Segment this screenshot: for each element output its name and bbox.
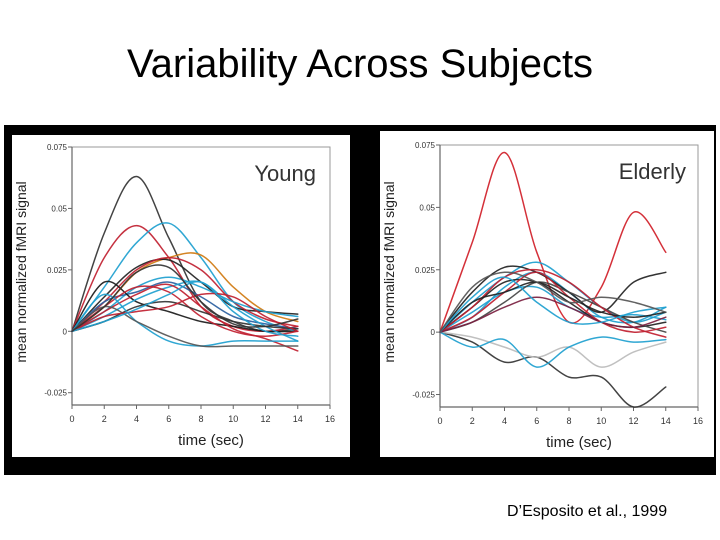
series-line-3 — [439, 331, 667, 368]
young-chart: 0 2 4 6 8 10 12 14 16 -0.025 0 0.025 0.05 0.075 Young t… — [13, 143, 335, 449]
x-tick-label: 16 — [325, 414, 335, 424]
series-line-13 — [439, 281, 667, 333]
series-line-3 — [71, 222, 299, 333]
series-line-4 — [439, 331, 667, 368]
y-axis-label: mean normalized fMRI signal — [381, 181, 397, 362]
x-tick-label: 10 — [228, 414, 238, 424]
chart-title: Elderly — [619, 159, 686, 184]
series-line-6 — [71, 256, 299, 333]
x-tick-label: 10 — [596, 416, 606, 426]
series-line-9 — [71, 280, 299, 333]
series-line-7 — [439, 285, 667, 333]
x-tick-label: 14 — [661, 416, 671, 426]
x-tick-label: 4 — [502, 416, 507, 426]
series-line-15 — [439, 276, 667, 333]
y-tick-label: -0.025 — [44, 389, 67, 398]
x-tick-label: 8 — [198, 414, 203, 424]
x-tick-label: 6 — [166, 414, 171, 424]
series-line-1 — [439, 151, 667, 333]
series-line-4 — [71, 252, 299, 333]
y-axis-label: mean normalized fMRI signal — [13, 181, 29, 362]
x-tick-label: 14 — [293, 414, 303, 424]
series-line-10 — [439, 281, 667, 333]
y-tick-label: 0.025 — [47, 266, 68, 275]
x-tick-label: 0 — [69, 414, 74, 424]
series-line-15 — [71, 305, 299, 348]
series-line-2 — [439, 331, 667, 408]
x-tick-label: 4 — [134, 414, 139, 424]
x-tick-label: 2 — [102, 414, 107, 424]
plot-frame — [439, 144, 699, 408]
series-line-16 — [71, 292, 299, 333]
x-tick-label: 2 — [470, 416, 475, 426]
elderly-panel: 0 2 4 6 8 10 12 14 16 -0.025 0 0.025 0.05 0.075 Elderl… — [380, 131, 714, 457]
series-line-17 — [71, 280, 299, 337]
x-tick-label: 6 — [534, 416, 539, 426]
y-tick-label: 0.075 — [47, 143, 68, 152]
x-tick-label: 12 — [260, 414, 270, 424]
series-line-18 — [71, 264, 299, 333]
series-line-8 — [71, 281, 299, 333]
figure-strip: 0 2 4 6 8 10 12 14 16 -0.025 0 0.025 0.05 0.075 Young t… — [4, 125, 716, 475]
y-tick-label: 0.05 — [51, 204, 67, 213]
series-line-12 — [439, 271, 667, 333]
x-axis-label: time (sec) — [178, 432, 244, 449]
elderly-chart: 0 2 4 6 8 10 12 14 16 -0.025 0 0.025 0.05 0.075 Elderl… — [381, 141, 703, 451]
series-line-14 — [71, 293, 299, 347]
x-tick-label: 12 — [628, 416, 638, 426]
series-line-16 — [439, 271, 667, 333]
y-tick-label: 0 — [431, 328, 436, 337]
young-panel: 0 2 4 6 8 10 12 14 16 -0.025 0 0.025 0.05 0.075 Young t… — [12, 135, 350, 457]
y-tick-label: 0.05 — [419, 203, 435, 212]
series-line-14 — [439, 296, 667, 333]
y-tick-label: 0 — [63, 327, 68, 336]
x-tick-label: 8 — [566, 416, 571, 426]
slide-title: Variability Across Subjects — [126, 42, 594, 86]
y-tick-label: 0.025 — [415, 266, 436, 275]
chart-title: Young — [254, 161, 316, 186]
x-tick-label: 0 — [437, 416, 442, 426]
x-axis-label: time (sec) — [546, 434, 612, 451]
y-tick-label: -0.025 — [412, 391, 435, 400]
citation: D’Esposito et al., 1999 — [507, 503, 668, 520]
y-tick-label: 0.075 — [415, 141, 436, 150]
series-line-13 — [71, 283, 299, 352]
series-line-11 — [439, 268, 667, 338]
x-tick-label: 16 — [693, 416, 703, 426]
